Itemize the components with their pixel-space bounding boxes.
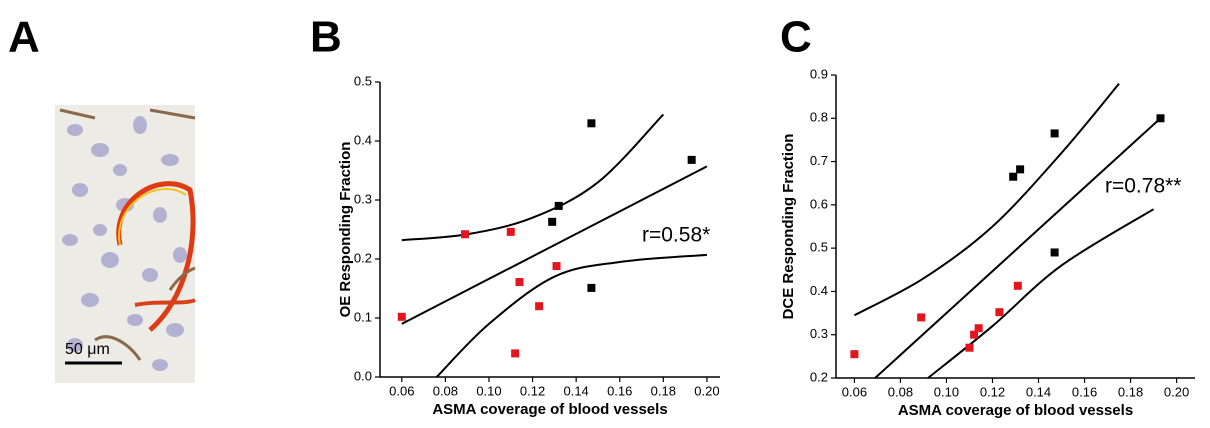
y-tick-label: 0.7: [810, 153, 828, 168]
x-tick-label: 0.10: [476, 383, 501, 398]
point: [1156, 114, 1165, 123]
point: [1050, 248, 1059, 257]
point: [1050, 129, 1059, 138]
panel-label: A: [8, 13, 40, 62]
point: [970, 330, 979, 339]
y-tick-label: 0.6: [810, 196, 828, 211]
x-tick-label: 0.06: [842, 384, 867, 399]
point: [974, 324, 983, 333]
point: [548, 217, 557, 226]
y-axis-label: OE Responding Fraction: [337, 142, 354, 318]
x-tick-label: 0.06: [389, 383, 414, 398]
y-tick-label: 0.9: [810, 66, 828, 81]
x-axis-label: ASMA coverage of blood vessels: [898, 402, 1133, 419]
x-tick-label: 0.20: [1164, 384, 1189, 399]
point: [1016, 165, 1025, 174]
y-tick-label: 0.8: [810, 110, 828, 125]
x-tick-label: 0.08: [433, 383, 458, 398]
point: [554, 201, 563, 210]
annotation: r=0.78**: [1105, 175, 1181, 198]
x-tick-label: 0.18: [1118, 384, 1143, 399]
y-tick-label: 0.4: [354, 132, 372, 147]
point: [587, 119, 596, 128]
point: [515, 278, 524, 287]
y-tick-label: 0.0: [354, 368, 372, 383]
scale-bar-label: 50 μm: [65, 341, 110, 358]
x-tick-label: 0.14: [563, 383, 588, 398]
fit-curve: [927, 208, 1155, 379]
point: [397, 312, 406, 321]
y-tick-label: 0.2: [810, 369, 828, 384]
y-axis-label: DCE Responding Fraction: [780, 134, 797, 320]
y-tick-label: 0.4: [810, 283, 828, 298]
fit-curve: [435, 253, 708, 378]
point: [687, 155, 696, 164]
fit-curve: [401, 165, 708, 325]
y-tick-label: 0.3: [354, 191, 372, 206]
point: [511, 349, 520, 358]
x-tick-label: 0.16: [607, 383, 632, 398]
x-tick-label: 0.18: [651, 383, 676, 398]
y-tick-label: 0.5: [810, 240, 828, 255]
x-tick-label: 0.12: [520, 383, 545, 398]
point: [1009, 172, 1018, 181]
point: [552, 262, 561, 271]
point: [461, 230, 469, 239]
y-tick-label: 0.5: [354, 73, 372, 88]
y-tick-label: 0.1: [354, 309, 372, 324]
point: [965, 343, 974, 352]
point: [850, 350, 859, 359]
x-tick-label: 0.14: [1026, 384, 1051, 399]
y-tick-label: 0.3: [810, 326, 828, 341]
fit-curve: [401, 113, 665, 242]
point: [535, 302, 544, 311]
y-tick-label: 0.2: [354, 250, 372, 265]
panel-label: B: [310, 13, 342, 62]
x-tick-label: 0.08: [888, 384, 913, 399]
fit-curve: [874, 117, 1162, 379]
fit-curve: [853, 83, 1120, 317]
point: [506, 227, 515, 236]
x-tick-label: 0.10: [934, 384, 959, 399]
x-tick-label: 0.20: [694, 383, 719, 398]
point: [587, 283, 596, 292]
annotation: r=0.58*: [642, 224, 710, 247]
point: [917, 313, 926, 322]
point: [1013, 281, 1022, 290]
micrograph: 50 μm: [55, 105, 196, 383]
x-tick-label: 0.12: [980, 384, 1005, 399]
panel-label: C: [780, 13, 812, 62]
point: [995, 308, 1004, 317]
x-axis-label: ASMA coverage of blood vessels: [432, 401, 667, 418]
x-tick-label: 0.16: [1072, 384, 1097, 399]
